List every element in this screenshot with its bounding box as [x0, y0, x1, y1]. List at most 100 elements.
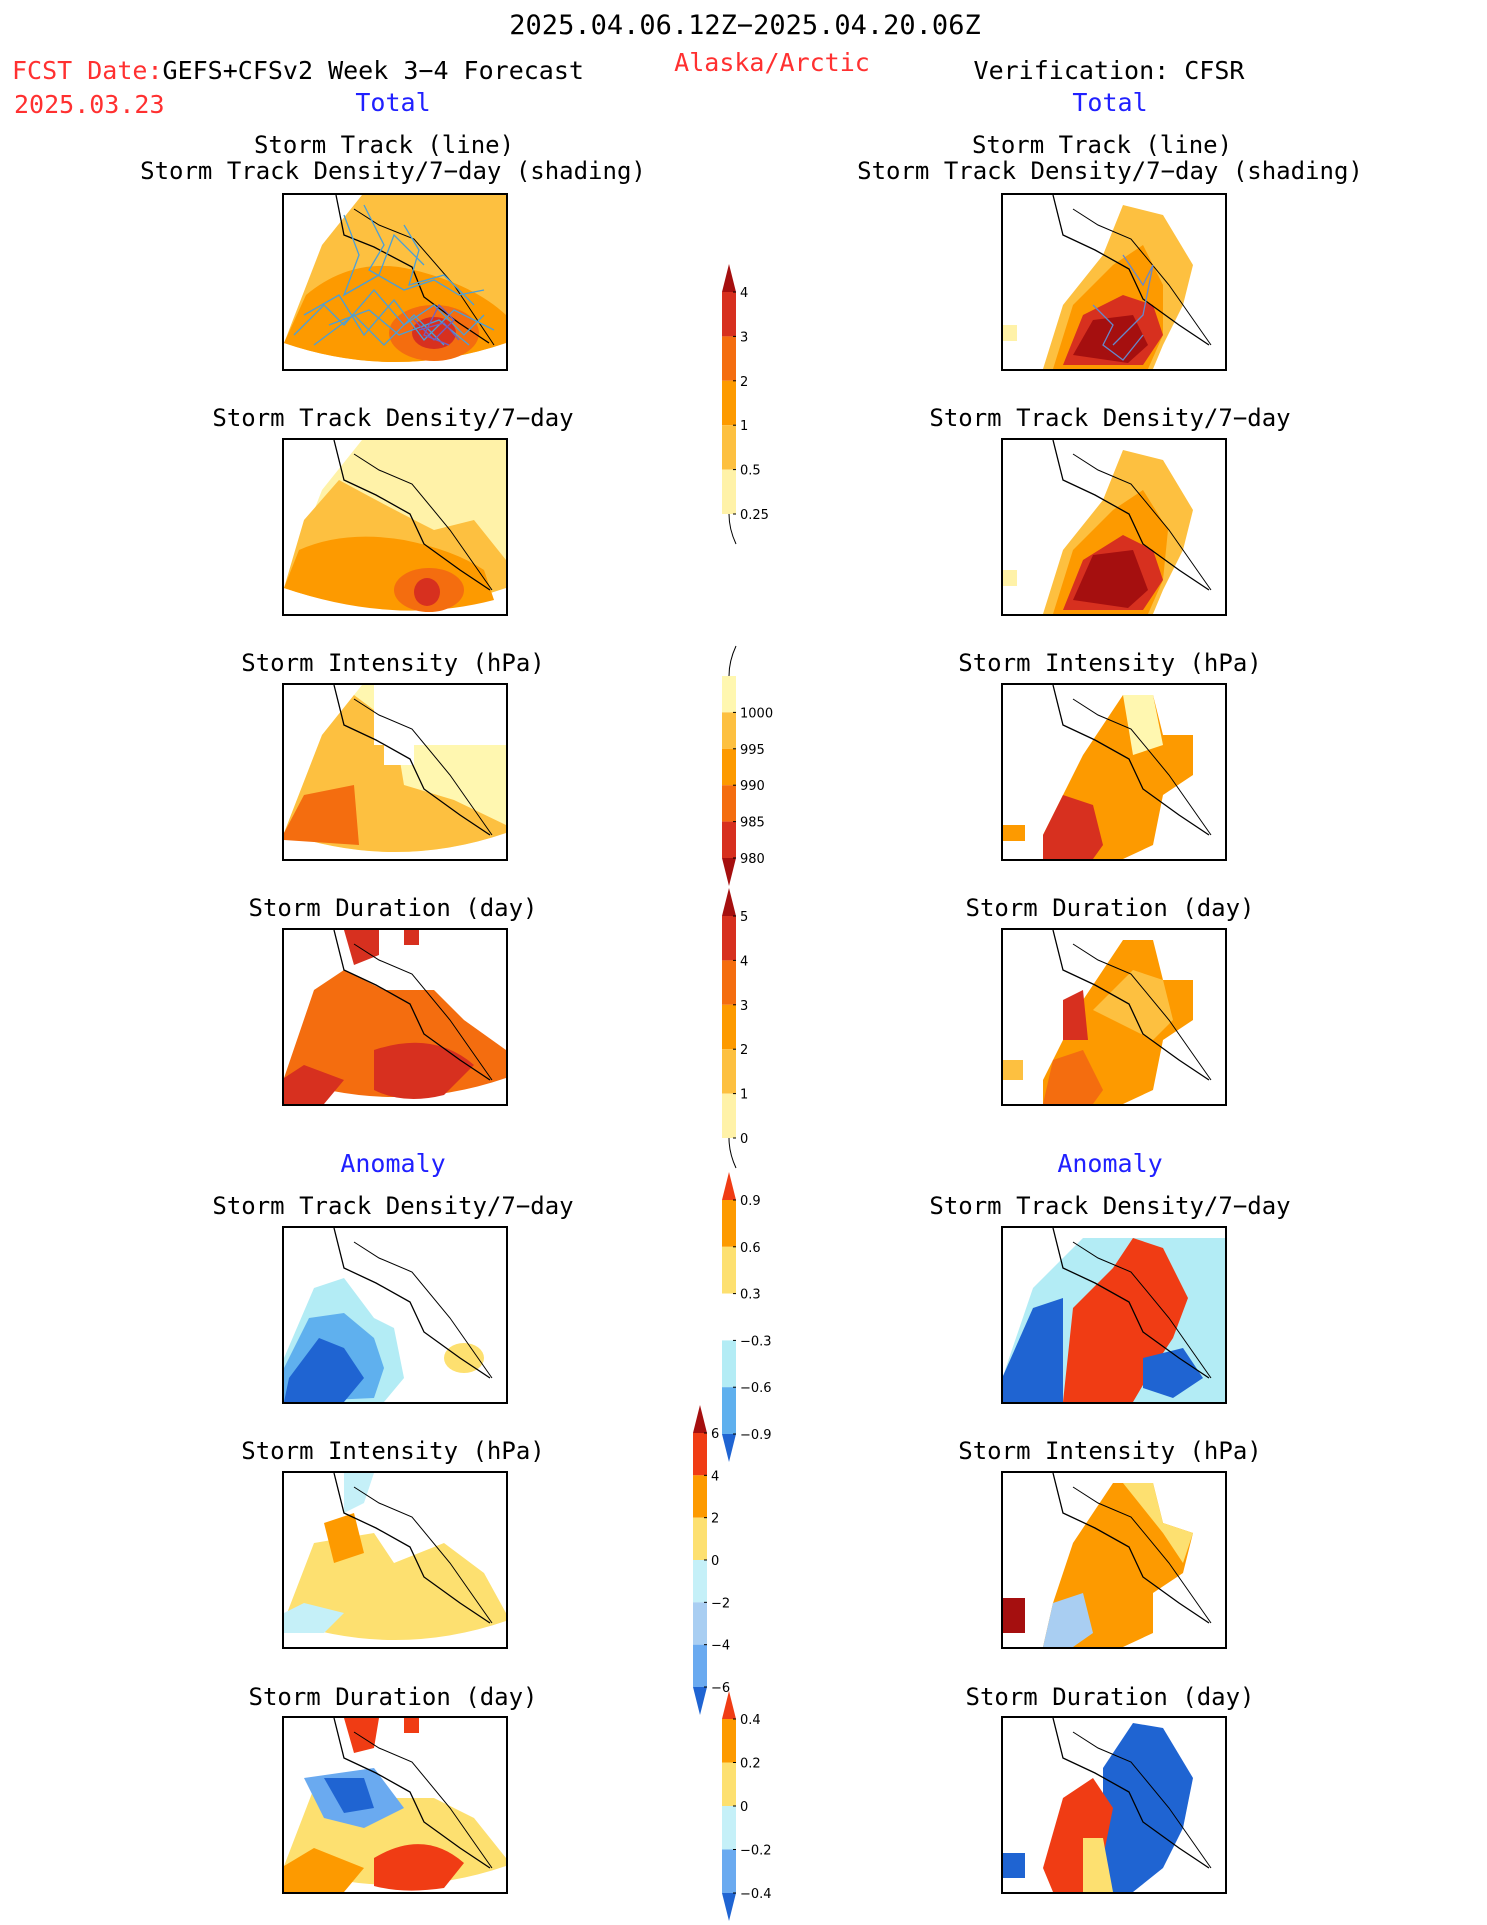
colorbar-density-tick: 4	[740, 286, 748, 301]
colorbar-density-swatch	[722, 469, 736, 514]
left-panel-6-title: Storm Intensity (hPa)	[241, 1437, 545, 1465]
right-panel-3-map	[1001, 683, 1227, 861]
right-panel-4-map	[1001, 928, 1227, 1106]
colorbar-duration: 5 4 3 2 1 0	[722, 888, 782, 1169]
colorbar-density-swatch	[722, 336, 736, 381]
colorbar-duration-tick: 0	[740, 1132, 748, 1147]
colorbar-intensity-tick: 1000	[740, 706, 773, 721]
colorbar-duration-swatch	[722, 1093, 736, 1138]
colorbar-intensity-anomaly-swatch	[693, 1560, 707, 1603]
colorbar-intensity-anomaly-tick: 0	[711, 1554, 719, 1569]
colorbar-intensity-anomaly-swatch	[693, 1433, 707, 1476]
colorbar-intensity: 1000 995 990 985 980	[722, 645, 782, 886]
left-anomaly-label: Anomaly	[340, 1149, 446, 1178]
colorbar-intensity-anomaly-swatch	[693, 1644, 707, 1687]
colorbar-intensity-tick: 990	[740, 779, 765, 794]
fcst-name: GEFS+CFSv2 Week 3−4 Forecast	[162, 56, 584, 85]
left-panel-3-title: Storm Intensity (hPa)	[241, 649, 545, 677]
left-panel-2-map	[282, 438, 508, 616]
left-panel-1-title2: Storm Track Density/7−day (shading)	[140, 157, 646, 185]
colorbar-duration-swatch	[722, 960, 736, 1005]
colorbar-duration-anomaly-tick: 0.2	[740, 1757, 761, 1772]
colorbar-density-anomaly-swatch	[722, 1172, 736, 1200]
colorbar-duration-tick: 2	[740, 1043, 748, 1058]
colorbar-duration-swatch	[722, 1049, 736, 1094]
colorbar-intensity-anomaly: 6 4 2 0 −2 −4 −6	[693, 1405, 753, 1715]
colorbar-duration-anomaly-swatch	[722, 1691, 736, 1719]
left-panel-5-title: Storm Track Density/7−day	[212, 1192, 574, 1220]
colorbar-intensity-anomaly-tick: 6	[711, 1427, 719, 1442]
colorbar-intensity-anomaly-swatch	[693, 1405, 707, 1433]
colorbar-intensity-tick: 980	[740, 852, 765, 867]
colorbar-duration-tick: 1	[740, 1088, 748, 1103]
left-panel-6-map	[282, 1471, 508, 1649]
colorbar-intensity-swatch	[722, 676, 736, 713]
colorbar-intensity-anomaly-tick: −4	[711, 1639, 730, 1654]
colorbar-duration-anomaly-swatch	[722, 1849, 736, 1893]
left-panel-3-map	[282, 683, 508, 861]
colorbar-density-tick: 0.5	[740, 464, 761, 479]
colorbar-intensity-swatch	[722, 748, 736, 786]
colorbar-intensity-anomaly-swatch	[693, 1475, 707, 1518]
right-panel-6-title: Storm Intensity (hPa)	[958, 1437, 1262, 1465]
left-panel-1-map	[282, 193, 508, 371]
region-title: Alaska/Arctic	[674, 48, 870, 77]
period-title: 2025.04.06.12Z−2025.04.20.06Z	[509, 10, 981, 41]
colorbar-duration-tick: 3	[740, 999, 748, 1014]
left-panel-1-title1: Storm Track (line)	[253, 131, 515, 159]
colorbar-density-swatch	[722, 292, 736, 337]
colorbar-density-anomaly-swatch	[722, 1387, 736, 1434]
colorbar-density-tick: 0.25	[740, 508, 769, 523]
left-panel-4-title: Storm Duration (day)	[248, 894, 538, 922]
colorbar-duration-anomaly-swatch	[722, 1806, 736, 1850]
colorbar-intensity-anomaly-tick: 4	[711, 1469, 719, 1484]
fcst-line: FCST Date:GEFS+CFSv2 Week 3−4 Forecast	[12, 56, 584, 85]
right-panel-4-title: Storm Duration (day)	[965, 894, 1255, 922]
right-total-label: Total	[1072, 88, 1148, 117]
colorbar-intensity-anomaly-swatch	[693, 1602, 707, 1645]
right-panel-5-map	[1001, 1226, 1227, 1404]
colorbar-intensity-anomaly-tick: 2	[711, 1512, 719, 1527]
left-panel-7-map	[282, 1716, 508, 1894]
colorbar-duration-tick: 4	[740, 954, 748, 969]
right-panel-1-map	[1001, 193, 1227, 371]
colorbar-density-swatch	[722, 264, 736, 292]
left-panel-2-title: Storm Track Density/7−day	[212, 404, 574, 432]
colorbar-duration-tick: 5	[740, 910, 748, 925]
colorbar-density-swatch	[722, 380, 736, 426]
left-panel-4-map	[282, 928, 508, 1106]
colorbar-intensity-anomaly-swatch	[693, 1687, 707, 1715]
colorbar-density-anomaly-tick: 0.3	[740, 1288, 761, 1303]
colorbar-duration-anomaly-tick: 0.4	[740, 1713, 761, 1728]
colorbar-intensity-anomaly-tick: −6	[711, 1681, 730, 1696]
colorbar-density-anomaly-swatch	[722, 1340, 736, 1388]
colorbar-density-anomaly-tick: 0.6	[740, 1241, 761, 1256]
colorbar-duration-anomaly-tick: −0.2	[740, 1844, 772, 1859]
colorbar-duration-anomaly-tick: −0.4	[740, 1887, 772, 1902]
right-panel-7-map	[1001, 1716, 1227, 1894]
right-panel-2-title: Storm Track Density/7−day	[929, 404, 1291, 432]
colorbar-duration-swatch	[722, 916, 736, 961]
colorbar-duration-anomaly-swatch	[722, 1719, 736, 1763]
colorbar-density-tick: 3	[740, 330, 748, 345]
colorbar-density-tick: 1	[740, 419, 748, 434]
left-total-label: Total	[355, 88, 431, 117]
right-panel-5-title: Storm Track Density/7−day	[929, 1192, 1291, 1220]
colorbar-duration-anomaly: 0.4 0.2 0 −0.2 −0.4	[722, 1691, 782, 1921]
colorbar-duration-anomaly-tick: 0	[740, 1800, 748, 1815]
colorbar-density-anomaly-tick: 0.9	[740, 1194, 761, 1209]
fcst-date: 2025.03.23	[14, 90, 165, 119]
colorbar-intensity-swatch	[722, 858, 736, 886]
colorbar-density-swatch	[722, 425, 736, 470]
left-panel-7-title: Storm Duration (day)	[248, 1683, 538, 1711]
left-panel-5-map	[282, 1226, 508, 1404]
right-panel-3-title: Storm Intensity (hPa)	[958, 649, 1262, 677]
right-panel-1-title2: Storm Track Density/7−day (shading)	[857, 157, 1363, 185]
colorbar-density-anomaly-swatch	[722, 1200, 736, 1247]
colorbar-density-anomaly-tick: −0.3	[740, 1334, 772, 1349]
right-anomaly-label: Anomaly	[1057, 1149, 1163, 1178]
colorbar-intensity-tick: 985	[740, 816, 765, 831]
colorbar-duration-swatch	[722, 1004, 736, 1050]
colorbar-density-tick: 2	[740, 375, 748, 390]
colorbar-intensity-swatch	[722, 712, 736, 749]
